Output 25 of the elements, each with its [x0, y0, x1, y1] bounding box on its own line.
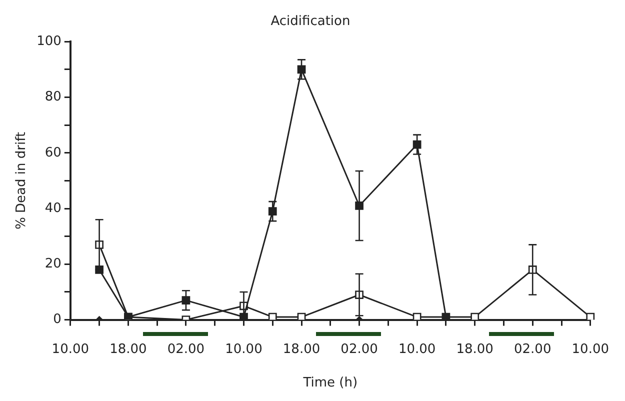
point [470, 312, 480, 320]
x-tick-label: 18.00 [282, 342, 320, 357]
y-tick-label: 100 [36, 34, 62, 49]
y-tick-label: 0 [53, 312, 62, 328]
x-tick-label: 02.00 [340, 342, 378, 357]
y-tick-label: 20 [44, 256, 62, 272]
y-tick-label: 40 [44, 200, 62, 216]
point [268, 312, 277, 320]
y-tick-label: 60 [44, 145, 62, 160]
point [412, 312, 422, 320]
x-axis-title: Time (h) [302, 376, 358, 391]
chart-title: Acidification [270, 14, 350, 30]
x-tick-label: 18.00 [110, 342, 147, 357]
x-tick-label: 10.00 [398, 342, 436, 357]
x-tick-label: 18.00 [456, 342, 494, 357]
x-tick-label: 02.00 [514, 342, 552, 357]
point [297, 312, 306, 320]
x-tick-label: 02.00 [167, 342, 205, 357]
y-tick-label: 80 [44, 90, 62, 105]
point [586, 312, 595, 320]
point [442, 312, 450, 320]
x-tick-label: 10.00 [225, 342, 262, 357]
y-axis-title: % Dead in drift [14, 132, 30, 230]
x-tick-label: 10.00 [52, 342, 90, 357]
x-tick-label: 10.00 [572, 342, 609, 357]
